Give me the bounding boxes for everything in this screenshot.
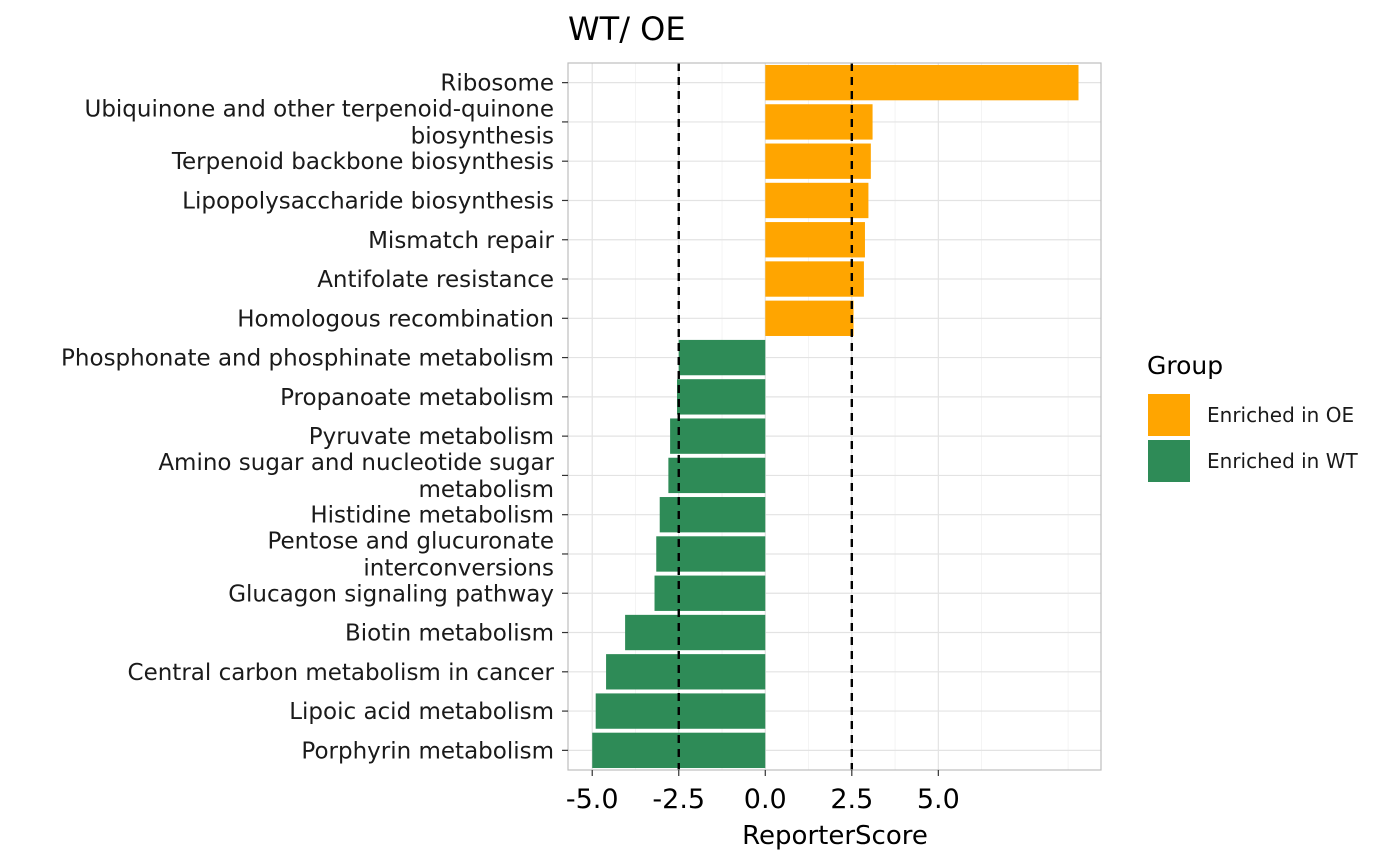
bar-5 [765,261,864,297]
x-axis-title: ReporterScore [742,821,928,851]
chart-title: WT/ OE [568,10,686,48]
category-label: Biotin metabolism [345,621,554,647]
bar-15 [606,654,766,690]
category-label: metabolism [418,477,554,503]
category-label: biosynthesis [411,123,554,149]
category-label: interconversions [363,555,554,581]
category-label: Homologous recombination [237,306,554,332]
bar-0 [765,64,1079,101]
plot-panel [568,63,1101,770]
category-label: Amino sugar and nucleotide sugar [158,450,554,476]
category-label: Lipopolysaccharide biosynthesis [182,188,554,214]
bar-14 [625,614,766,651]
panel-frame [567,62,1102,771]
x-tick-label: -5.0 [566,784,619,815]
legend-label: Enriched in WT [1207,449,1358,473]
bar-7 [678,339,766,376]
x-tick-label: 5.0 [917,784,960,815]
legend-label: Enriched in OE [1207,403,1354,427]
legend: Group Enriched in OE Enriched in WT [1147,351,1358,482]
legend-swatch [1148,440,1190,482]
bar-4 [765,222,865,258]
bar-13 [654,575,766,611]
category-label: Glucagon signaling pathway [228,581,554,607]
category-label: Pentose and glucuronate [267,528,554,554]
legend-title: Group [1147,351,1223,380]
bar-2 [765,143,871,179]
bar-9 [670,418,766,454]
category-label: Central carbon metabolism in cancer [128,660,555,686]
bar-1 [765,104,873,140]
x-tick-label: -2.5 [652,784,705,815]
category-label: Ubiquinone and other terpenoid-quinone [84,96,554,122]
x-axis-ticks: -5.0 -2.5 0.0 2.5 5.0 [566,770,960,815]
bar-12 [656,536,766,572]
x-tick-label: 2.5 [830,784,873,815]
category-label: Mismatch repair [368,228,554,254]
panel-border [567,62,1102,771]
category-label: Porphyrin metabolism [301,738,554,764]
category-label: Histidine metabolism [310,503,554,529]
bar-8 [677,379,766,415]
category-label: Phosphonate and phosphinate metabolism [61,346,554,372]
plot-background [568,63,1101,770]
category-label: Ribosome [440,71,554,97]
category-label: Antifolate resistance [317,267,554,293]
bar-6 [765,300,854,336]
category-label: Lipoic acid metabolism [289,699,554,725]
bar-16 [595,693,766,729]
bar-3 [765,182,869,219]
bar-10 [668,457,766,494]
x-tick-label: 0.0 [744,784,787,815]
category-label: Terpenoid backbone biosynthesis [171,149,554,175]
legend-swatch [1148,394,1190,436]
bar-11 [659,497,766,533]
category-label: Pyruvate metabolism [309,424,554,450]
category-label: Propanoate metabolism [280,385,554,411]
threshold-lines [677,63,854,770]
